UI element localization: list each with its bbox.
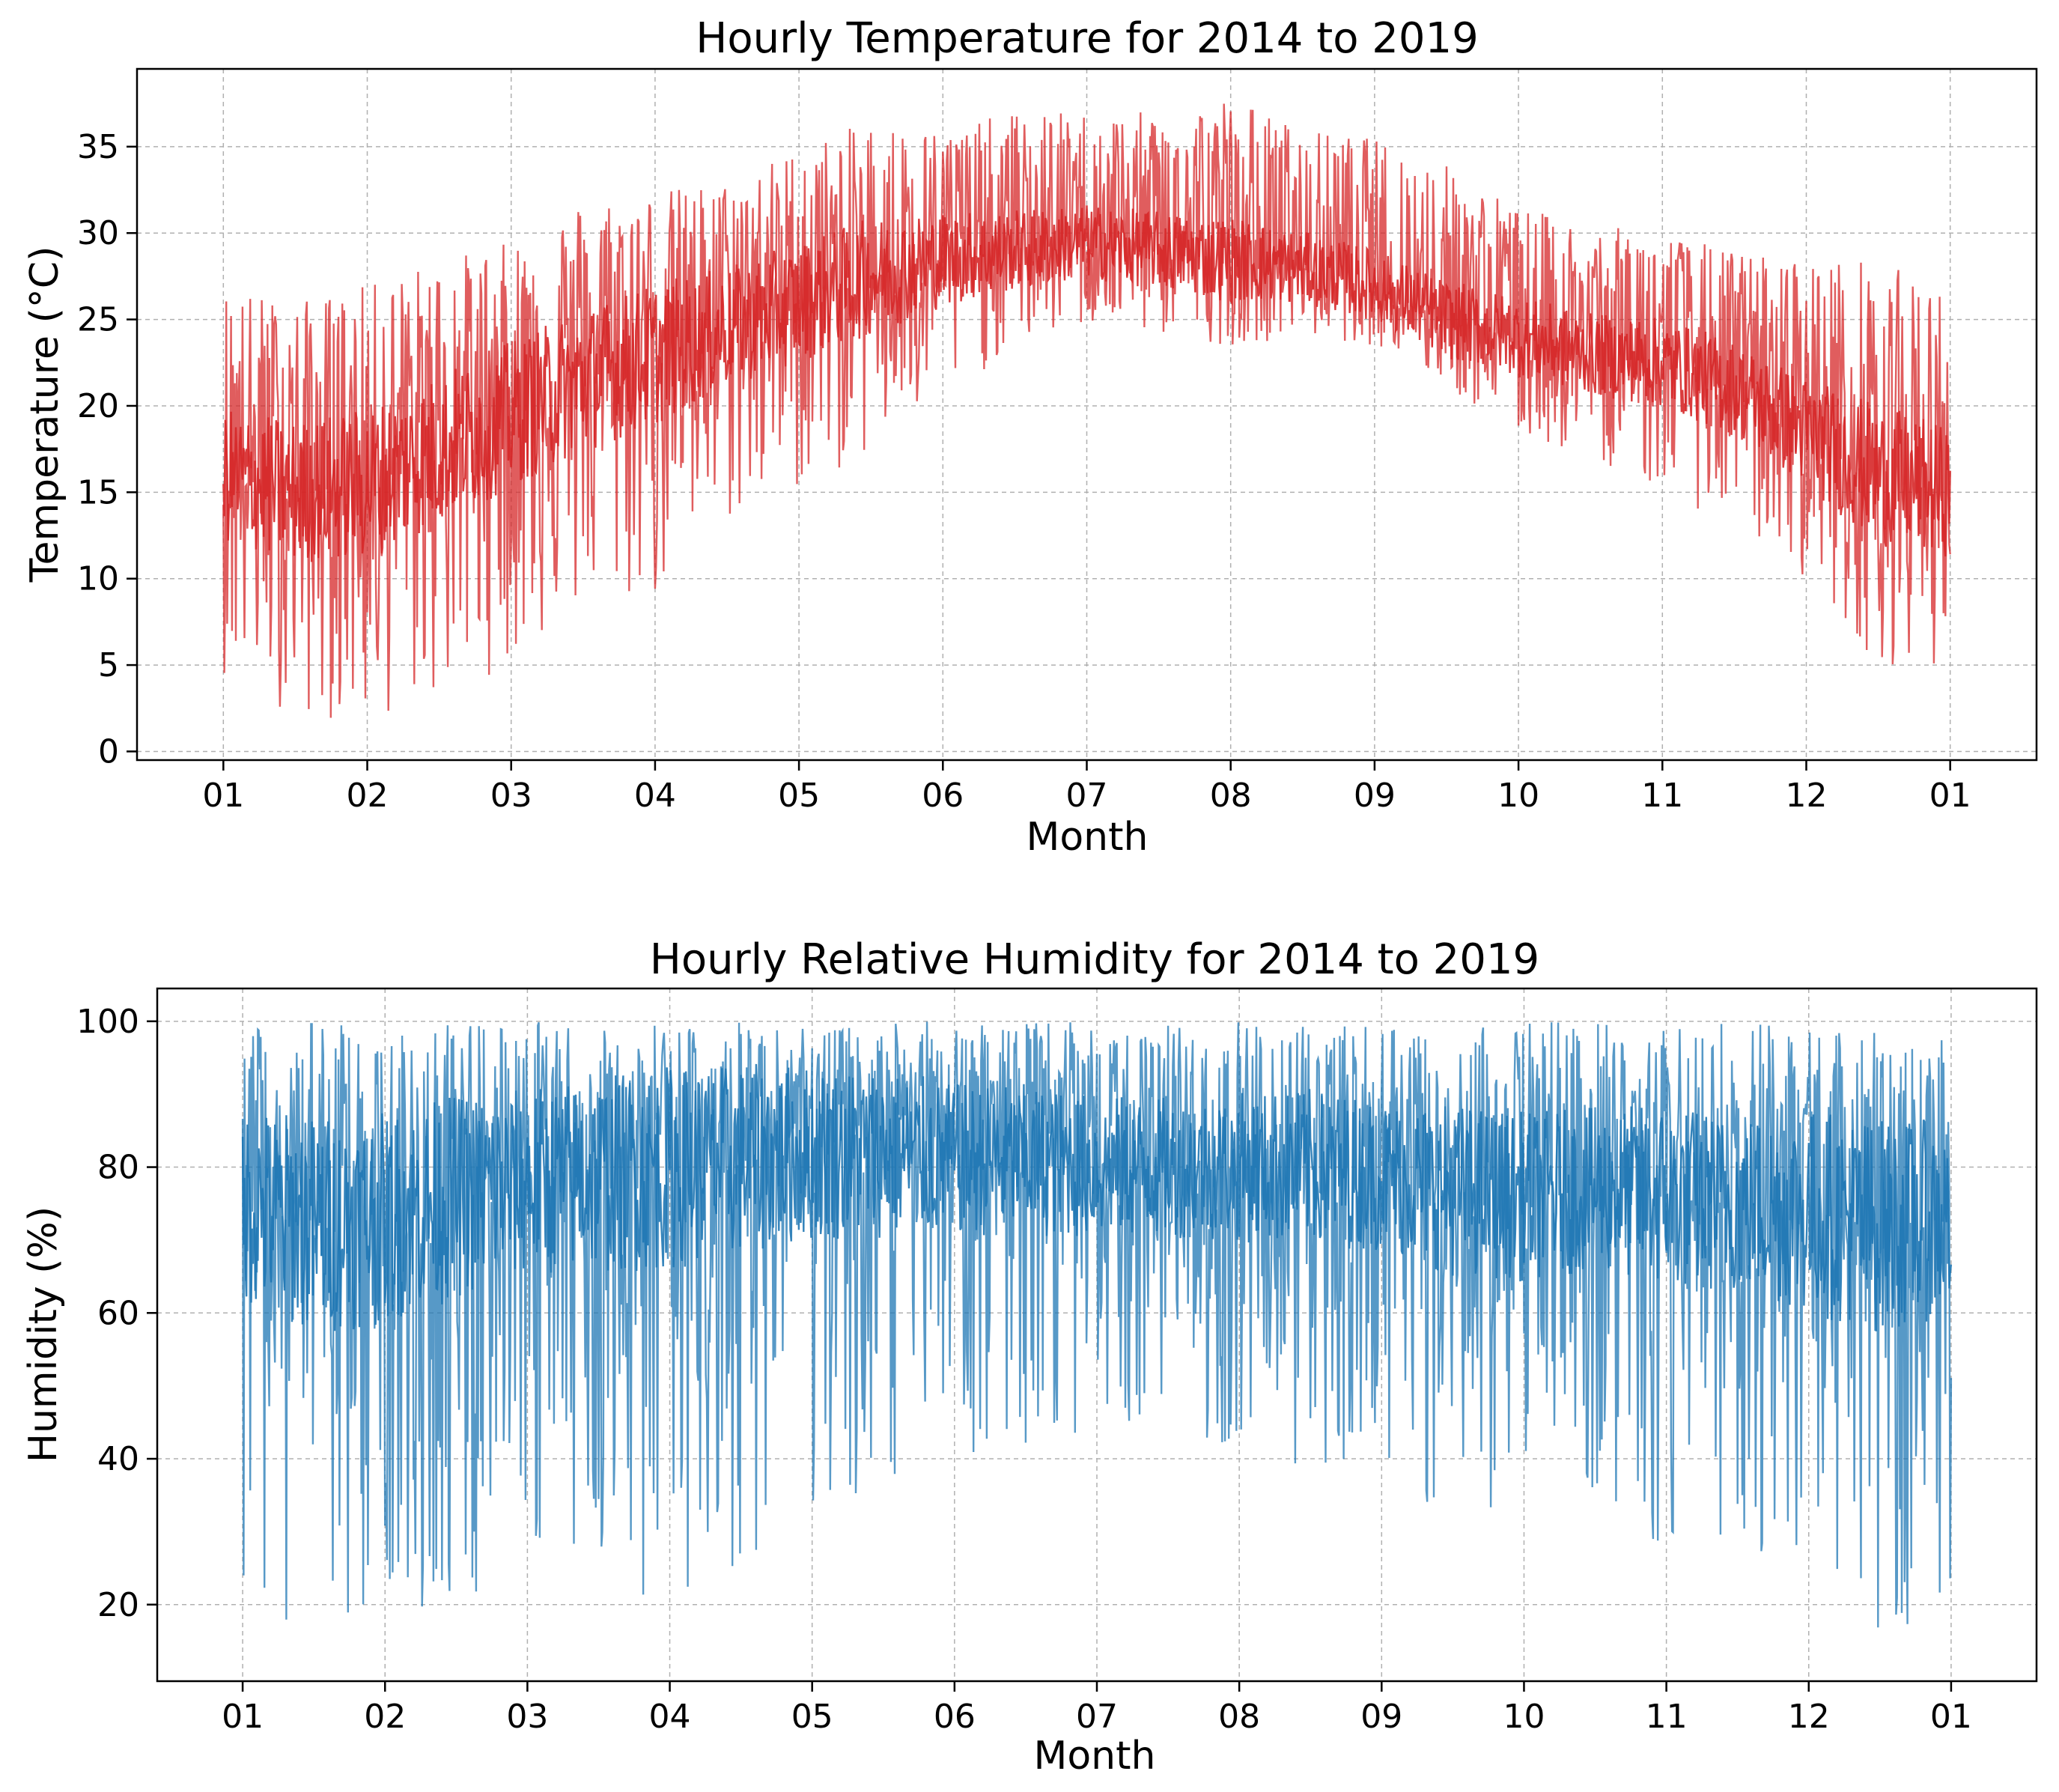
temperature-y-tick-label: 35: [77, 128, 119, 166]
humidity-y-tick-label: 40: [97, 1440, 139, 1478]
humidity-x-tick-label: 06: [934, 1698, 976, 1736]
temperature-x-tick-label: 05: [778, 777, 820, 815]
humidity-series: [241, 1021, 1953, 1628]
humidity-y-tick-label: 60: [97, 1294, 139, 1332]
temperature-series: [222, 103, 1951, 718]
temperature-series-core-line: [222, 205, 1951, 562]
humidity-x-tick-label: 01: [1930, 1698, 1972, 1736]
humidity-x-tick-label: 02: [364, 1698, 406, 1736]
temperature-x-tick-label: 09: [1354, 777, 1396, 815]
humidity-x-tick-label: 03: [506, 1698, 548, 1736]
temperature-y-tick-label: 5: [98, 646, 119, 684]
temperature-y-axis-label: Temperature (°C): [22, 246, 67, 583]
humidity-y-axis-label: Humidity (%): [21, 1206, 66, 1463]
humidity-x-tick-label: 01: [222, 1698, 264, 1736]
temperature-x-tick-label: 04: [634, 777, 676, 815]
temperature-x-tick-label: 07: [1066, 777, 1108, 815]
temperature-x-axis-label: Month: [1027, 815, 1149, 860]
temperature-y-tick-label: 10: [77, 560, 119, 598]
humidity-x-tick-label: 10: [1503, 1698, 1545, 1736]
temperature-x-tick-label: 02: [347, 777, 389, 815]
temperature-x-tick-label: 12: [1785, 777, 1827, 815]
temperature-x-tick-label: 11: [1641, 777, 1683, 815]
humidity-chart: Hourly Relative Humidity for 2014 to 201…: [21, 935, 2038, 1779]
humidity-series-core-line: [241, 1063, 1953, 1331]
humidity-x-tick-label: 11: [1646, 1698, 1688, 1736]
temperature-x-tick-label: 06: [922, 777, 964, 815]
temperature-y-tick-label: 30: [77, 214, 119, 252]
temperature-y-tick-label: 20: [77, 387, 119, 425]
temperature-chart: Hourly Temperature for 2014 to 2019 01 02…: [22, 14, 2038, 860]
humidity-x-tick-label: 08: [1218, 1698, 1260, 1736]
humidity-chart-title: Hourly Relative Humidity for 2014 to 201…: [650, 935, 1539, 984]
temperature-x-tick-label: 01: [202, 777, 244, 815]
temperature-y-tick-label: 25: [77, 301, 119, 339]
humidity-x-tick-label: 05: [791, 1698, 833, 1736]
temperature-x-tick-label: 10: [1497, 777, 1539, 815]
temperature-y-tick-label: 15: [77, 473, 119, 511]
temperature-series-line: [222, 103, 1951, 718]
temperature-y-tick-label: 0: [98, 732, 119, 771]
humidity-x-axis-label: Month: [1034, 1734, 1156, 1779]
temperature-x-tick-label: 08: [1210, 777, 1252, 815]
humidity-x-tick-label: 04: [649, 1698, 691, 1736]
humidity-x-tick-label: 07: [1076, 1698, 1118, 1736]
humidity-x-tick-label: 12: [1788, 1698, 1830, 1736]
humidity-y-tick-label: 20: [97, 1586, 139, 1624]
humidity-y-tick-label: 100: [76, 1003, 139, 1041]
humidity-ticks: 01 02 03 04 05 06 07 08 09 10 11 12 01 20 40 60 80 100: [76, 1003, 1972, 1736]
temperature-chart-title: Hourly Temperature for 2014 to 2019: [696, 14, 1479, 63]
humidity-y-tick-label: 80: [97, 1149, 139, 1187]
temperature-x-tick-label: 03: [490, 777, 532, 815]
temperature-x-tick-label: 01: [1929, 777, 1971, 815]
humidity-x-tick-label: 09: [1360, 1698, 1402, 1736]
